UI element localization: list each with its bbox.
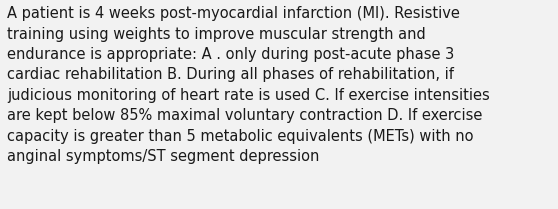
Text: A patient is 4 weeks post-myocardial infarction (MI). Resistive
training using w: A patient is 4 weeks post-myocardial inf… [7,6,490,164]
